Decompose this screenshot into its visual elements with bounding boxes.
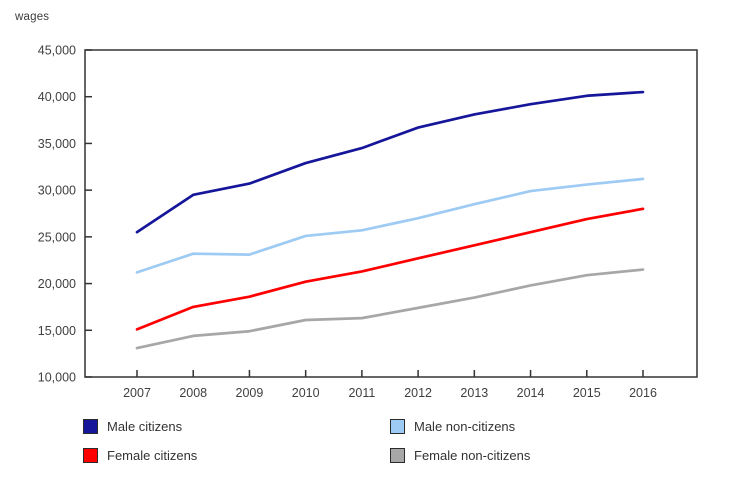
x-tick-label: 2007 [123, 386, 151, 400]
x-tick-label: 2008 [179, 386, 207, 400]
legend-item-male-non-citizens: Male non-citizens [390, 419, 673, 434]
x-tick-label: 2012 [404, 386, 432, 400]
series-line-male-non-citizens [135, 177, 645, 274]
y-tick-label: 10,000 [38, 371, 76, 385]
y-tick-label: 35,000 [38, 137, 76, 151]
legend-swatch-female-citizens [83, 448, 98, 463]
legend-item-female-non-citizens: Female non-citizens [390, 448, 673, 463]
y-tick-label: 30,000 [38, 184, 76, 198]
legend: Male citizens Male non-citizens Female cit… [83, 419, 673, 463]
x-tick-label: 2013 [460, 386, 488, 400]
y-tick-label: 25,000 [38, 230, 76, 244]
legend-swatch-male-citizens [83, 419, 98, 434]
legend-label-female-citizens: Female citizens [107, 448, 198, 463]
y-tick-label: 45,000 [38, 44, 76, 58]
plot-frame [84, 49, 698, 378]
series-line-female-citizens [135, 207, 645, 331]
x-tick-label: 2014 [517, 386, 545, 400]
y-axis-title: wages [15, 11, 50, 23]
x-tick-label: 2010 [292, 386, 320, 400]
legend-swatch-female-non-citizens [390, 448, 405, 463]
x-tick-label: 2009 [236, 386, 264, 400]
y-tick-label: 15,000 [38, 324, 76, 338]
x-tick-label: 2011 [348, 386, 375, 400]
legend-item-male-citizens: Male citizens [83, 419, 390, 434]
y-tick-label: 40,000 [38, 90, 76, 104]
series-line-female-non-citizens [135, 268, 645, 350]
x-tick-label: 2016 [629, 386, 657, 400]
legend-label-male-non-citizens: Male non-citizens [414, 419, 516, 434]
y-tick-label: 20,000 [38, 277, 76, 291]
series-line-male-citizens [135, 90, 645, 234]
legend-label-female-non-citizens: Female non-citizens [414, 448, 531, 463]
legend-item-female-citizens: Female citizens [83, 448, 390, 463]
x-tick-label: 2015 [573, 386, 601, 400]
wages-line-chart: 45,000 40,000 35,000 30,000 25,000 20,000 15,0… [38, 44, 698, 400]
legend-label-male-citizens: Male citizens [107, 419, 183, 434]
legend-swatch-male-non-citizens [390, 419, 405, 434]
